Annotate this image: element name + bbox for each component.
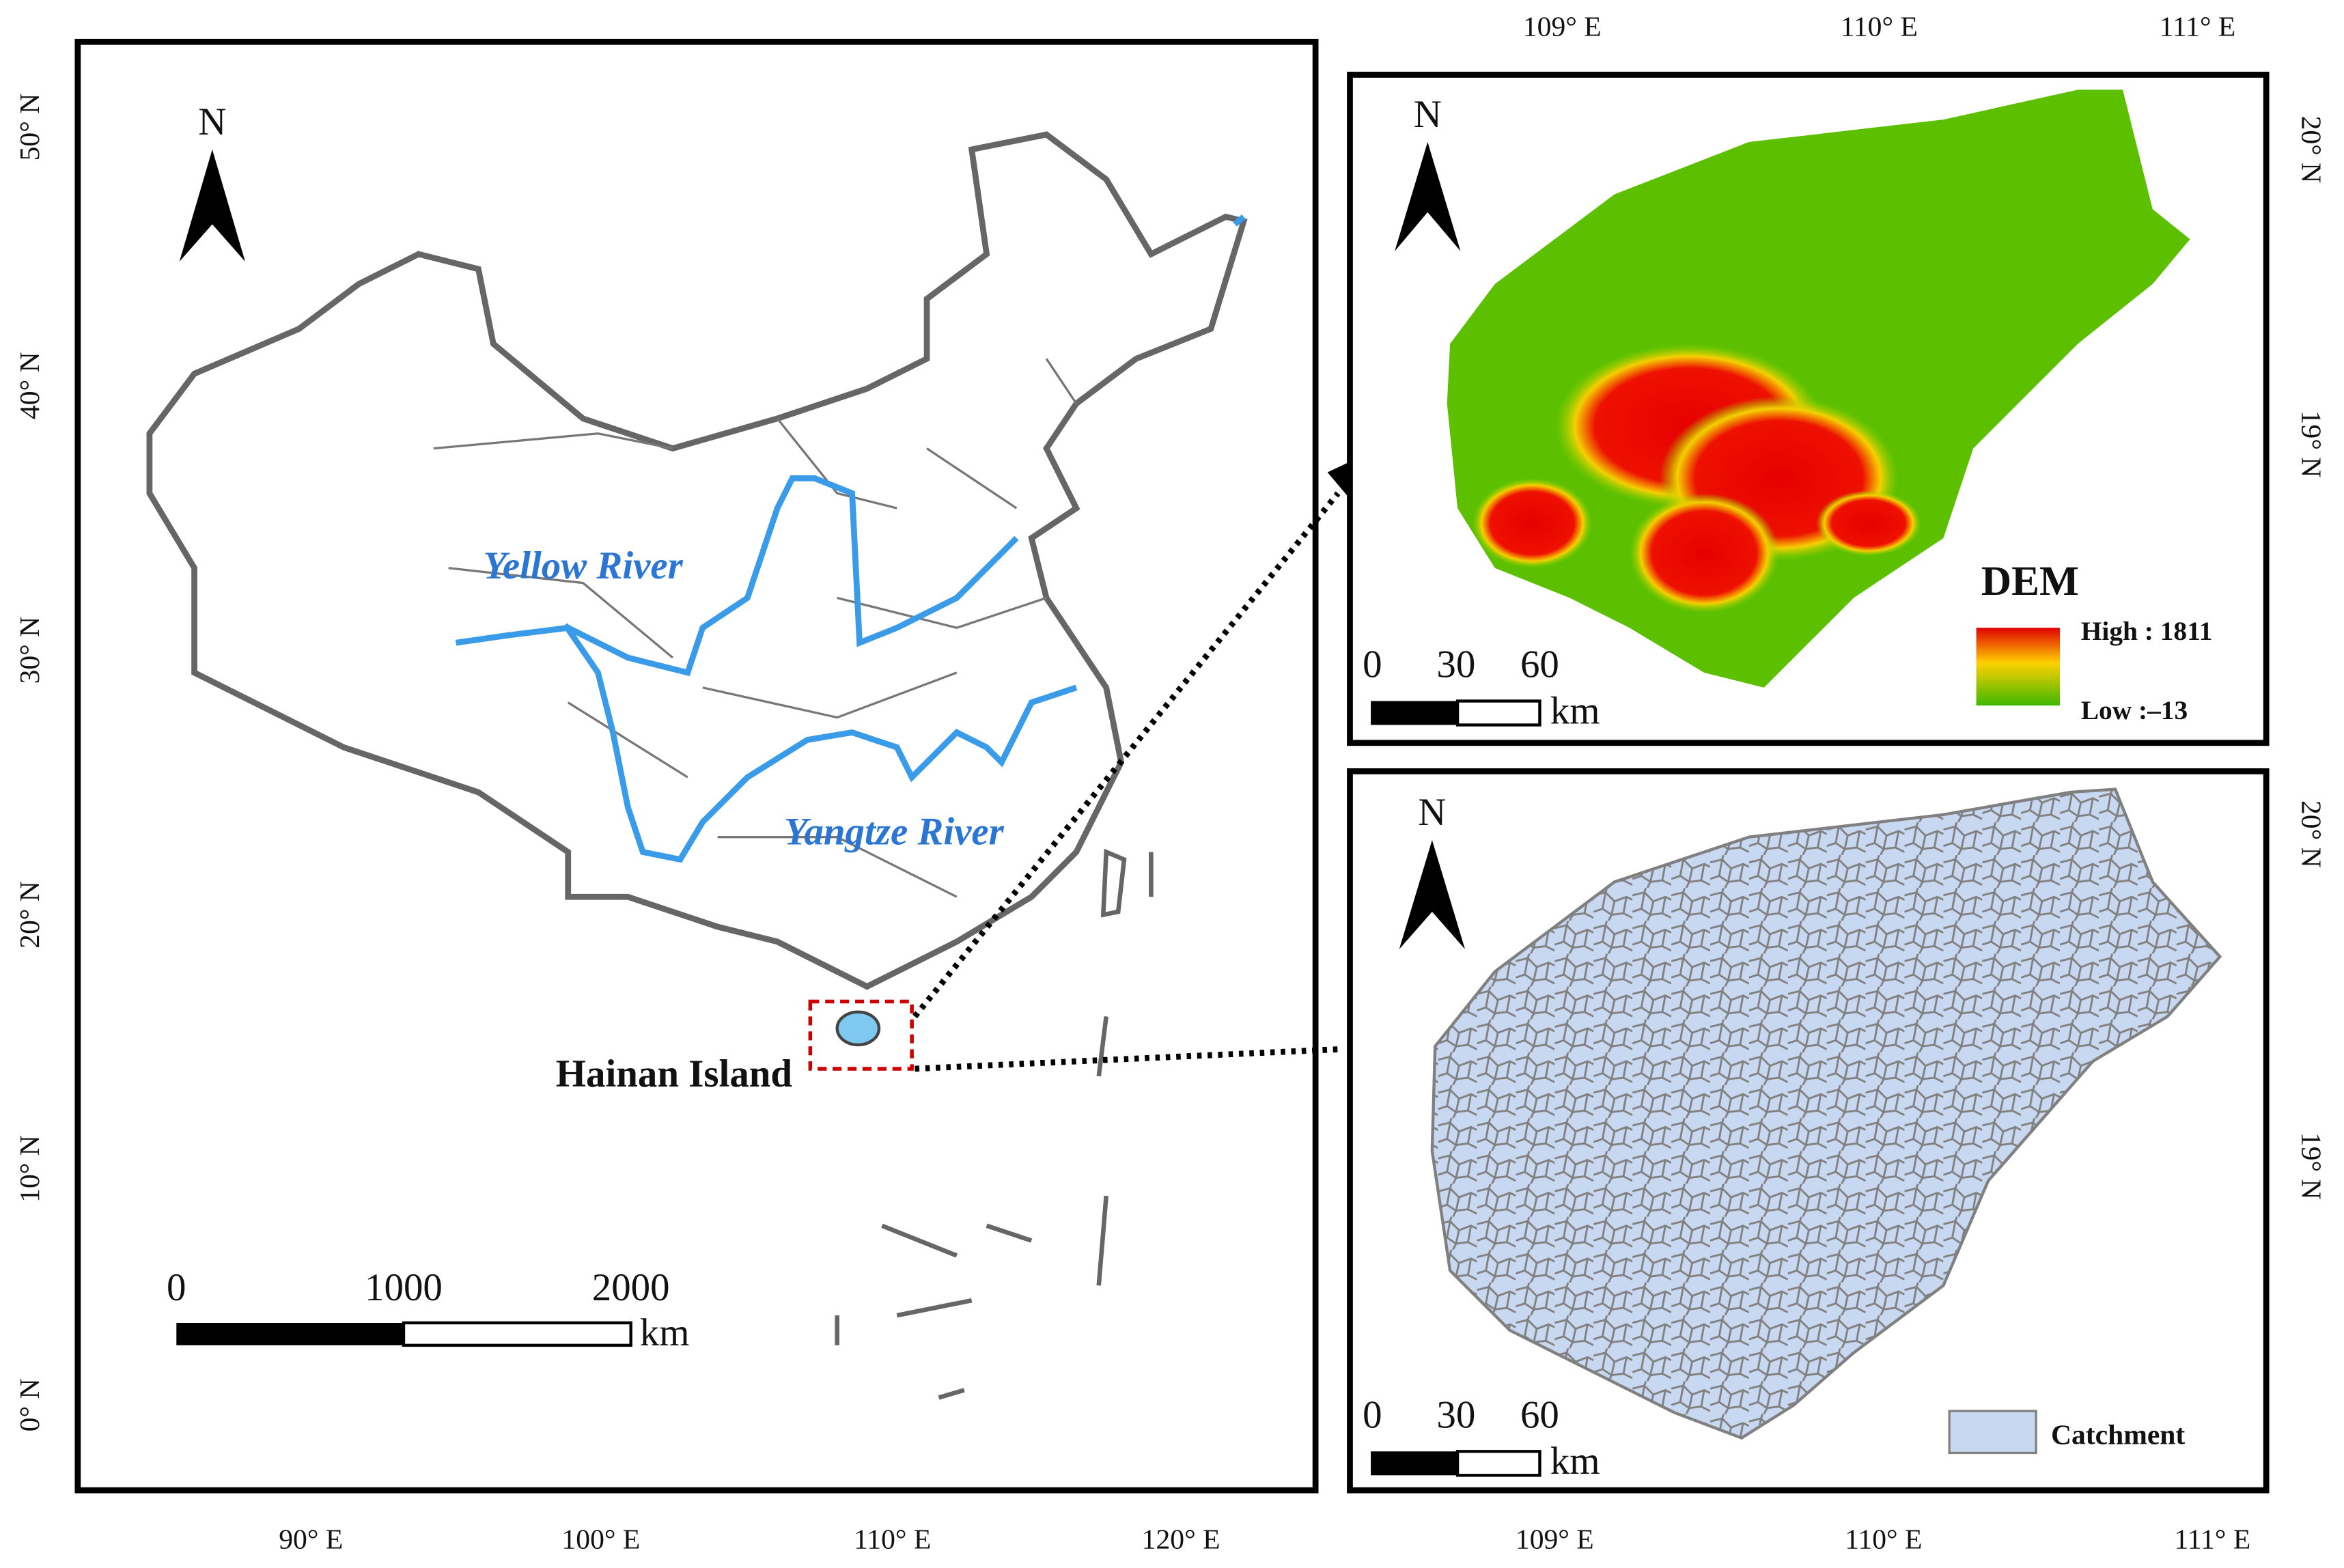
- lat-label: 30° N: [14, 617, 45, 684]
- lat-label: 50° N: [14, 94, 45, 161]
- lon-label: 110° E: [854, 1524, 931, 1555]
- dem-highland: [1629, 493, 1779, 613]
- lat-label: 20° N: [2296, 800, 2328, 868]
- china-outline: [146, 131, 1248, 990]
- river-label: Yellow River: [483, 544, 683, 587]
- legend-swatch: [1948, 1410, 2037, 1455]
- dem-highland: [1472, 478, 1593, 568]
- yellow-river: [455, 475, 1019, 677]
- scale-label: 1000: [365, 1266, 443, 1309]
- river-ne: [1233, 214, 1246, 227]
- scale-bar: [1455, 1450, 1541, 1477]
- lat-label: 40° N: [14, 352, 45, 419]
- lon-label: 110° E: [1845, 1524, 1922, 1555]
- lon-label: 90° E: [279, 1524, 343, 1555]
- lon-label: 111° E: [2175, 1524, 2251, 1555]
- lat-label: 19° N: [2296, 1132, 2328, 1200]
- lon-label: 100° E: [561, 1524, 640, 1555]
- connector: [912, 491, 1341, 1072]
- lon-label: 110° E: [1841, 11, 1918, 42]
- scale-unit: km: [1550, 1440, 1600, 1483]
- scale-bar: [402, 1321, 632, 1347]
- yangtze-river: [562, 623, 1078, 863]
- scale-bar: [1371, 701, 1458, 725]
- legend-title: DEM: [1981, 558, 2079, 604]
- lat-label: 0° N: [14, 1379, 45, 1432]
- scale-label: 0: [1363, 643, 1382, 686]
- callout-label: Hainan Island: [556, 1052, 792, 1095]
- river-label: Yangtze River: [784, 811, 1005, 854]
- scale-label: 60: [1520, 643, 1559, 686]
- scale-unit: km: [1550, 689, 1600, 732]
- scale-unit: km: [640, 1311, 690, 1354]
- main-lat-labels: 50° N 40° N 30° N 20° N 10° N 0° N: [14, 94, 45, 1432]
- scale-label: 0: [1363, 1393, 1382, 1436]
- scale-bar: [176, 1323, 404, 1345]
- north-arrow: [1395, 141, 1461, 251]
- hainan-box: [808, 999, 914, 1071]
- legend-low: Low :–13: [2081, 695, 2188, 725]
- lon-label: 111° E: [2160, 11, 2236, 42]
- lat-label: 19° N: [2296, 410, 2328, 478]
- legend-label: Catchment: [2051, 1418, 2185, 1450]
- scale-bar: [1455, 699, 1541, 727]
- scale-label: 30: [1436, 643, 1475, 686]
- lon-label: 109° E: [1516, 1524, 1594, 1555]
- hainan-small: [835, 1010, 881, 1047]
- lat-label: 20° N: [14, 881, 45, 949]
- north-arrow: [1399, 840, 1465, 949]
- north-label: N: [198, 100, 226, 143]
- scale-label: 30: [1436, 1393, 1475, 1436]
- north-label: N: [1418, 791, 1446, 834]
- north-label: N: [1414, 93, 1442, 136]
- scale-label: 60: [1520, 1393, 1559, 1436]
- lon-label: 109° E: [1523, 11, 1602, 42]
- north-arrow: [179, 149, 245, 262]
- legend-ramp: [1976, 628, 2061, 706]
- legend-high: High : 1811: [2081, 616, 2213, 646]
- catchment-island: [1430, 787, 2222, 1440]
- lat-label: 20° N: [2296, 116, 2328, 184]
- province-borders: [433, 358, 1078, 898]
- dem-highland: [1816, 490, 1921, 557]
- islands: [835, 848, 1154, 1400]
- scale-label: 0: [167, 1266, 186, 1309]
- lat-label: 10° N: [14, 1135, 45, 1203]
- scale-bar: [1371, 1451, 1458, 1476]
- scale-label: 2000: [592, 1266, 670, 1309]
- lon-label: 120° E: [1142, 1524, 1220, 1555]
